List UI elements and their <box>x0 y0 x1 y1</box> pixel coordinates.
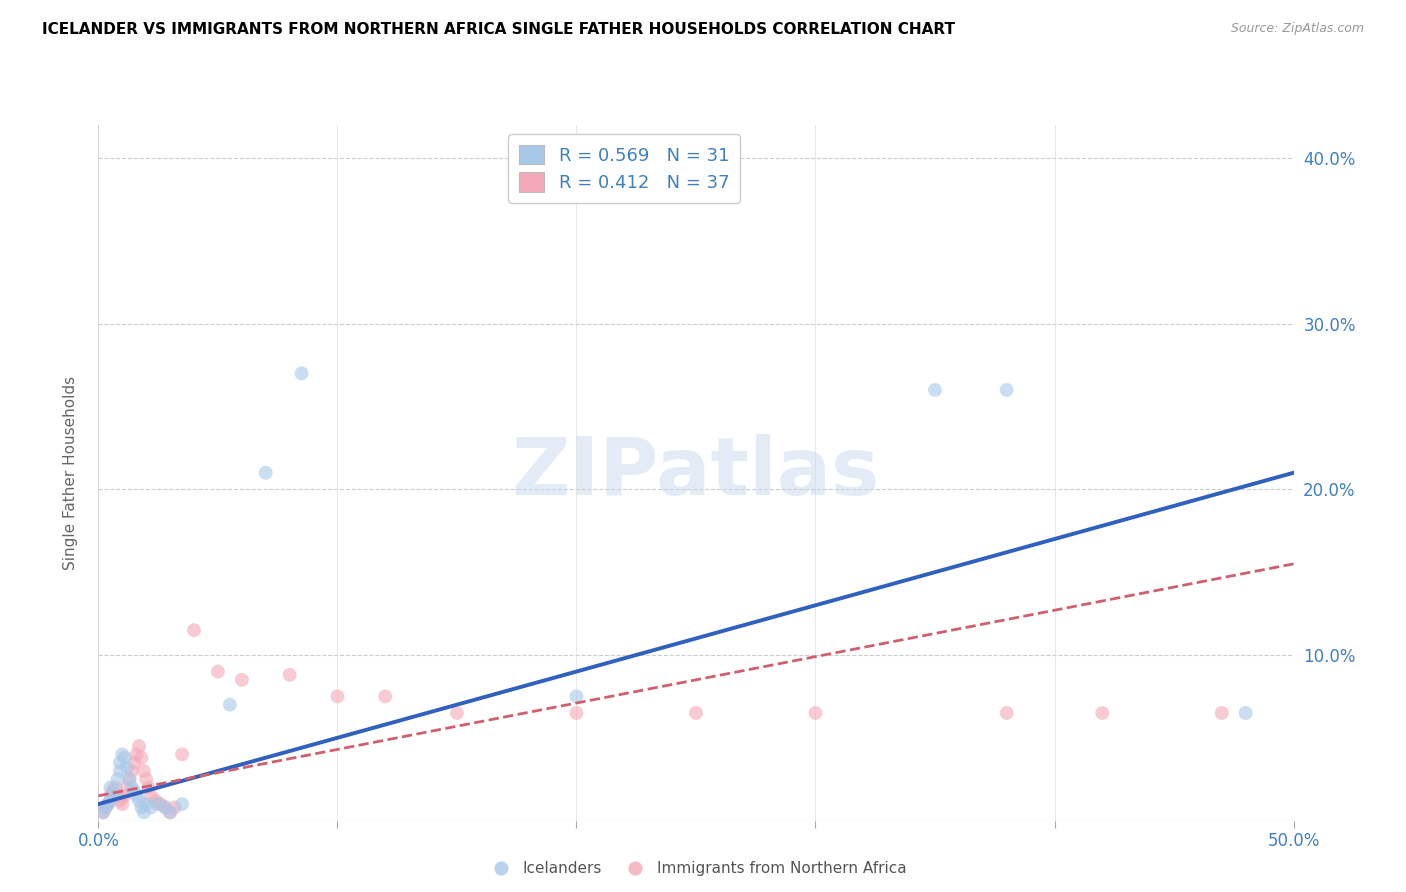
Point <box>685 706 707 720</box>
Point <box>98 780 122 795</box>
Point <box>148 797 170 811</box>
Point <box>1091 706 1114 720</box>
Point <box>138 780 160 795</box>
Point <box>183 623 205 637</box>
Point <box>278 668 301 682</box>
Point <box>128 794 150 808</box>
Point <box>101 789 124 803</box>
Text: ICELANDER VS IMMIGRANTS FROM NORTHERN AFRICA SINGLE FATHER HOUSEHOLDS CORRELATIO: ICELANDER VS IMMIGRANTS FROM NORTHERN AF… <box>42 22 955 37</box>
Text: ZIPatlas: ZIPatlas <box>512 434 880 512</box>
Point <box>155 800 177 814</box>
Point <box>107 789 129 803</box>
Point <box>131 750 153 764</box>
Point <box>121 764 143 778</box>
Point <box>111 797 134 811</box>
Point <box>98 794 122 808</box>
Point <box>804 706 827 720</box>
Point <box>104 784 127 798</box>
Point <box>1234 706 1257 720</box>
Point <box>995 383 1018 397</box>
Point <box>111 747 134 762</box>
Point <box>125 789 148 803</box>
Point <box>291 367 314 381</box>
Point <box>207 665 229 679</box>
Point <box>163 800 186 814</box>
Point <box>115 761 138 775</box>
Point <box>139 800 162 814</box>
Point <box>118 772 141 787</box>
Point <box>108 756 131 770</box>
Point <box>231 673 253 687</box>
Point <box>326 690 349 704</box>
Point <box>149 797 172 811</box>
Point <box>97 797 120 811</box>
Y-axis label: Single Father Households: Single Father Households <box>63 376 77 570</box>
Point <box>995 706 1018 720</box>
Point <box>107 772 129 787</box>
Point <box>115 780 138 795</box>
Point <box>108 794 131 808</box>
Legend: Icelanders, Immigrants from Northern Africa: Icelanders, Immigrants from Northern Afr… <box>479 855 912 882</box>
Point <box>219 698 242 712</box>
Point <box>172 747 194 762</box>
Point <box>124 756 146 770</box>
Point <box>97 797 120 811</box>
Point <box>1211 706 1233 720</box>
Point <box>118 772 141 787</box>
Point <box>131 800 153 814</box>
Text: Source: ZipAtlas.com: Source: ZipAtlas.com <box>1230 22 1364 36</box>
Point <box>94 800 117 814</box>
Point <box>139 789 162 803</box>
Point <box>446 706 468 720</box>
Point <box>98 789 122 803</box>
Point <box>155 800 177 814</box>
Point <box>101 784 124 798</box>
Point <box>374 690 396 704</box>
Point <box>159 805 181 820</box>
Point <box>94 800 117 814</box>
Point <box>114 789 136 803</box>
Point <box>254 466 277 480</box>
Point <box>565 690 588 704</box>
Point <box>121 780 143 795</box>
Point <box>565 706 588 720</box>
Point <box>132 805 155 820</box>
Point <box>104 780 127 795</box>
Point <box>128 739 150 753</box>
Point <box>91 805 114 820</box>
Point <box>135 797 157 811</box>
Point <box>145 794 167 808</box>
Point <box>114 750 136 764</box>
Point <box>108 764 131 778</box>
Point <box>91 805 114 820</box>
Point <box>125 747 148 762</box>
Point <box>132 764 155 778</box>
Point <box>135 772 157 787</box>
Point <box>172 797 194 811</box>
Point <box>159 805 181 820</box>
Point <box>124 784 146 798</box>
Point <box>924 383 946 397</box>
